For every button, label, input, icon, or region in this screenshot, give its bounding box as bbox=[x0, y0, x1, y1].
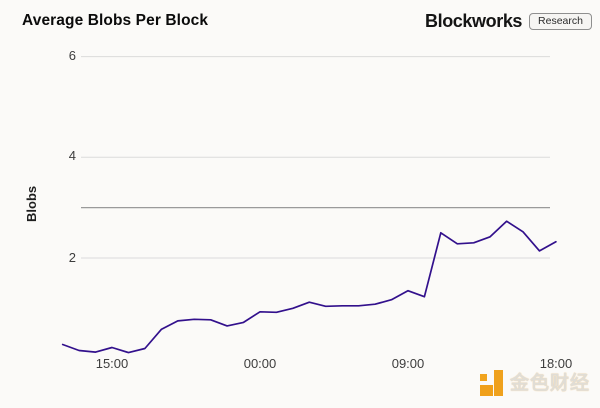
y-tick-label-4: 4 bbox=[68, 148, 76, 163]
x-tick-label-09h: 09:00 bbox=[391, 356, 425, 371]
jinse-logo-dot bbox=[480, 374, 487, 381]
y-tick-label-2: 2 bbox=[68, 250, 76, 265]
jinse-logo-icon bbox=[478, 370, 504, 397]
chart-header: Average Blobs Per Block Blockworks Resea… bbox=[0, 0, 600, 44]
y-tick-label-6: 6 bbox=[68, 48, 76, 63]
blockworks-wordmark: Blockworks bbox=[425, 11, 523, 31]
page-title: Average Blobs Per Block bbox=[22, 12, 209, 29]
blockworks-logo: Blockworks Research bbox=[425, 11, 592, 32]
jinse-watermark-text: 金色财经 bbox=[510, 373, 591, 394]
x-tick-label-18h: 18:00 bbox=[539, 356, 573, 371]
jinse-logo-block bbox=[480, 385, 493, 396]
x-tick-label-00h: 00:00 bbox=[243, 356, 277, 371]
jinse-logo-bar bbox=[494, 370, 503, 396]
jinse-watermark: 金色财经 bbox=[478, 370, 590, 397]
research-badge: Research bbox=[529, 12, 592, 31]
x-tick-label-15h: 15:00 bbox=[95, 356, 129, 371]
